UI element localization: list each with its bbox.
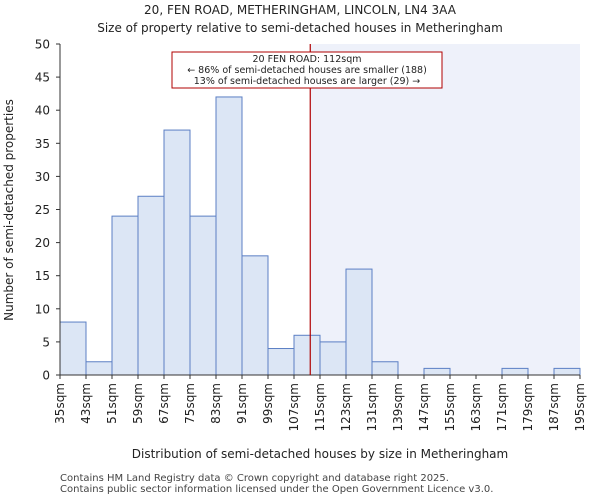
bar-67sqm (163, 129, 191, 376)
x-tick-label: 139sqm (391, 383, 405, 431)
x-tick-label: 83sqm (209, 383, 223, 424)
footer-line-1: Contains HM Land Registry data © Crown c… (60, 473, 449, 484)
bar-43sqm (85, 361, 113, 376)
y-tick-label: 10 (35, 302, 50, 316)
x-tick-label: 107sqm (287, 383, 301, 431)
bar-83sqm (215, 96, 243, 376)
bar-187sqm (553, 367, 581, 376)
y-tick-label: 25 (35, 203, 50, 217)
bar-147sqm (423, 367, 451, 376)
bar-99sqm (267, 348, 295, 376)
y-tick-label: 15 (35, 269, 50, 283)
y-tick-label: 0 (42, 369, 50, 383)
x-tick-label: 171sqm (495, 383, 509, 431)
bar-107sqm (293, 334, 321, 376)
bar-35sqm (59, 321, 87, 376)
footer-line-2: Contains public sector information licen… (60, 484, 494, 495)
annotation-line-3: 13% of semi-detached houses are larger (… (194, 76, 421, 87)
x-tick-label: 115sqm (313, 383, 327, 431)
x-tick-label: 123sqm (339, 383, 353, 431)
annotation-line-2: ← 86% of semi-detached houses are smalle… (187, 65, 427, 76)
bar-51sqm (111, 215, 139, 376)
x-tick-label: 131sqm (365, 383, 379, 431)
x-tick-label: 51sqm (105, 383, 119, 424)
y-tick-label: 5 (42, 335, 50, 349)
x-tick-label: 147sqm (417, 383, 431, 431)
x-tick-label: 59sqm (131, 383, 145, 424)
x-axis-label: Distribution of semi-detached houses by … (132, 447, 508, 461)
bar-91sqm (241, 255, 269, 376)
annotation-line-1: 20 FEN ROAD: 112sqm (252, 54, 361, 65)
x-tick-label: 99sqm (261, 383, 275, 424)
bar-59sqm (137, 195, 165, 376)
annotation-box (171, 51, 443, 89)
x-tick-label: 179sqm (521, 383, 535, 431)
x-tick-label: 187sqm (547, 383, 561, 431)
x-tick-label: 43sqm (79, 383, 93, 424)
y-tick-label: 20 (35, 236, 50, 250)
y-tick-label: 40 (35, 104, 50, 118)
x-tick-label: 35sqm (53, 383, 67, 424)
y-tick-label: 30 (35, 170, 50, 184)
x-tick-label: 155sqm (443, 383, 457, 431)
y-tick-label: 35 (35, 137, 50, 151)
x-tick-label: 67sqm (157, 383, 171, 424)
x-tick-label: 91sqm (235, 383, 249, 424)
chart-subtitle: Size of property relative to semi-detach… (97, 21, 503, 35)
bar-123sqm (345, 268, 373, 376)
bar-75sqm (189, 215, 217, 376)
bar-171sqm (501, 367, 529, 376)
y-tick-label: 50 (35, 38, 50, 52)
bar-131sqm (371, 361, 399, 376)
x-tick-label: 163sqm (469, 383, 483, 431)
chart-title: 20, FEN ROAD, METHERINGHAM, LINCOLN, LN4… (144, 3, 457, 17)
x-tick-label: 195sqm (573, 383, 587, 431)
y-tick-label: 45 (35, 71, 50, 85)
x-tick-label: 75sqm (183, 383, 197, 424)
bar-115sqm (319, 341, 347, 376)
y-axis-label: Number of semi-detached properties (2, 99, 16, 321)
